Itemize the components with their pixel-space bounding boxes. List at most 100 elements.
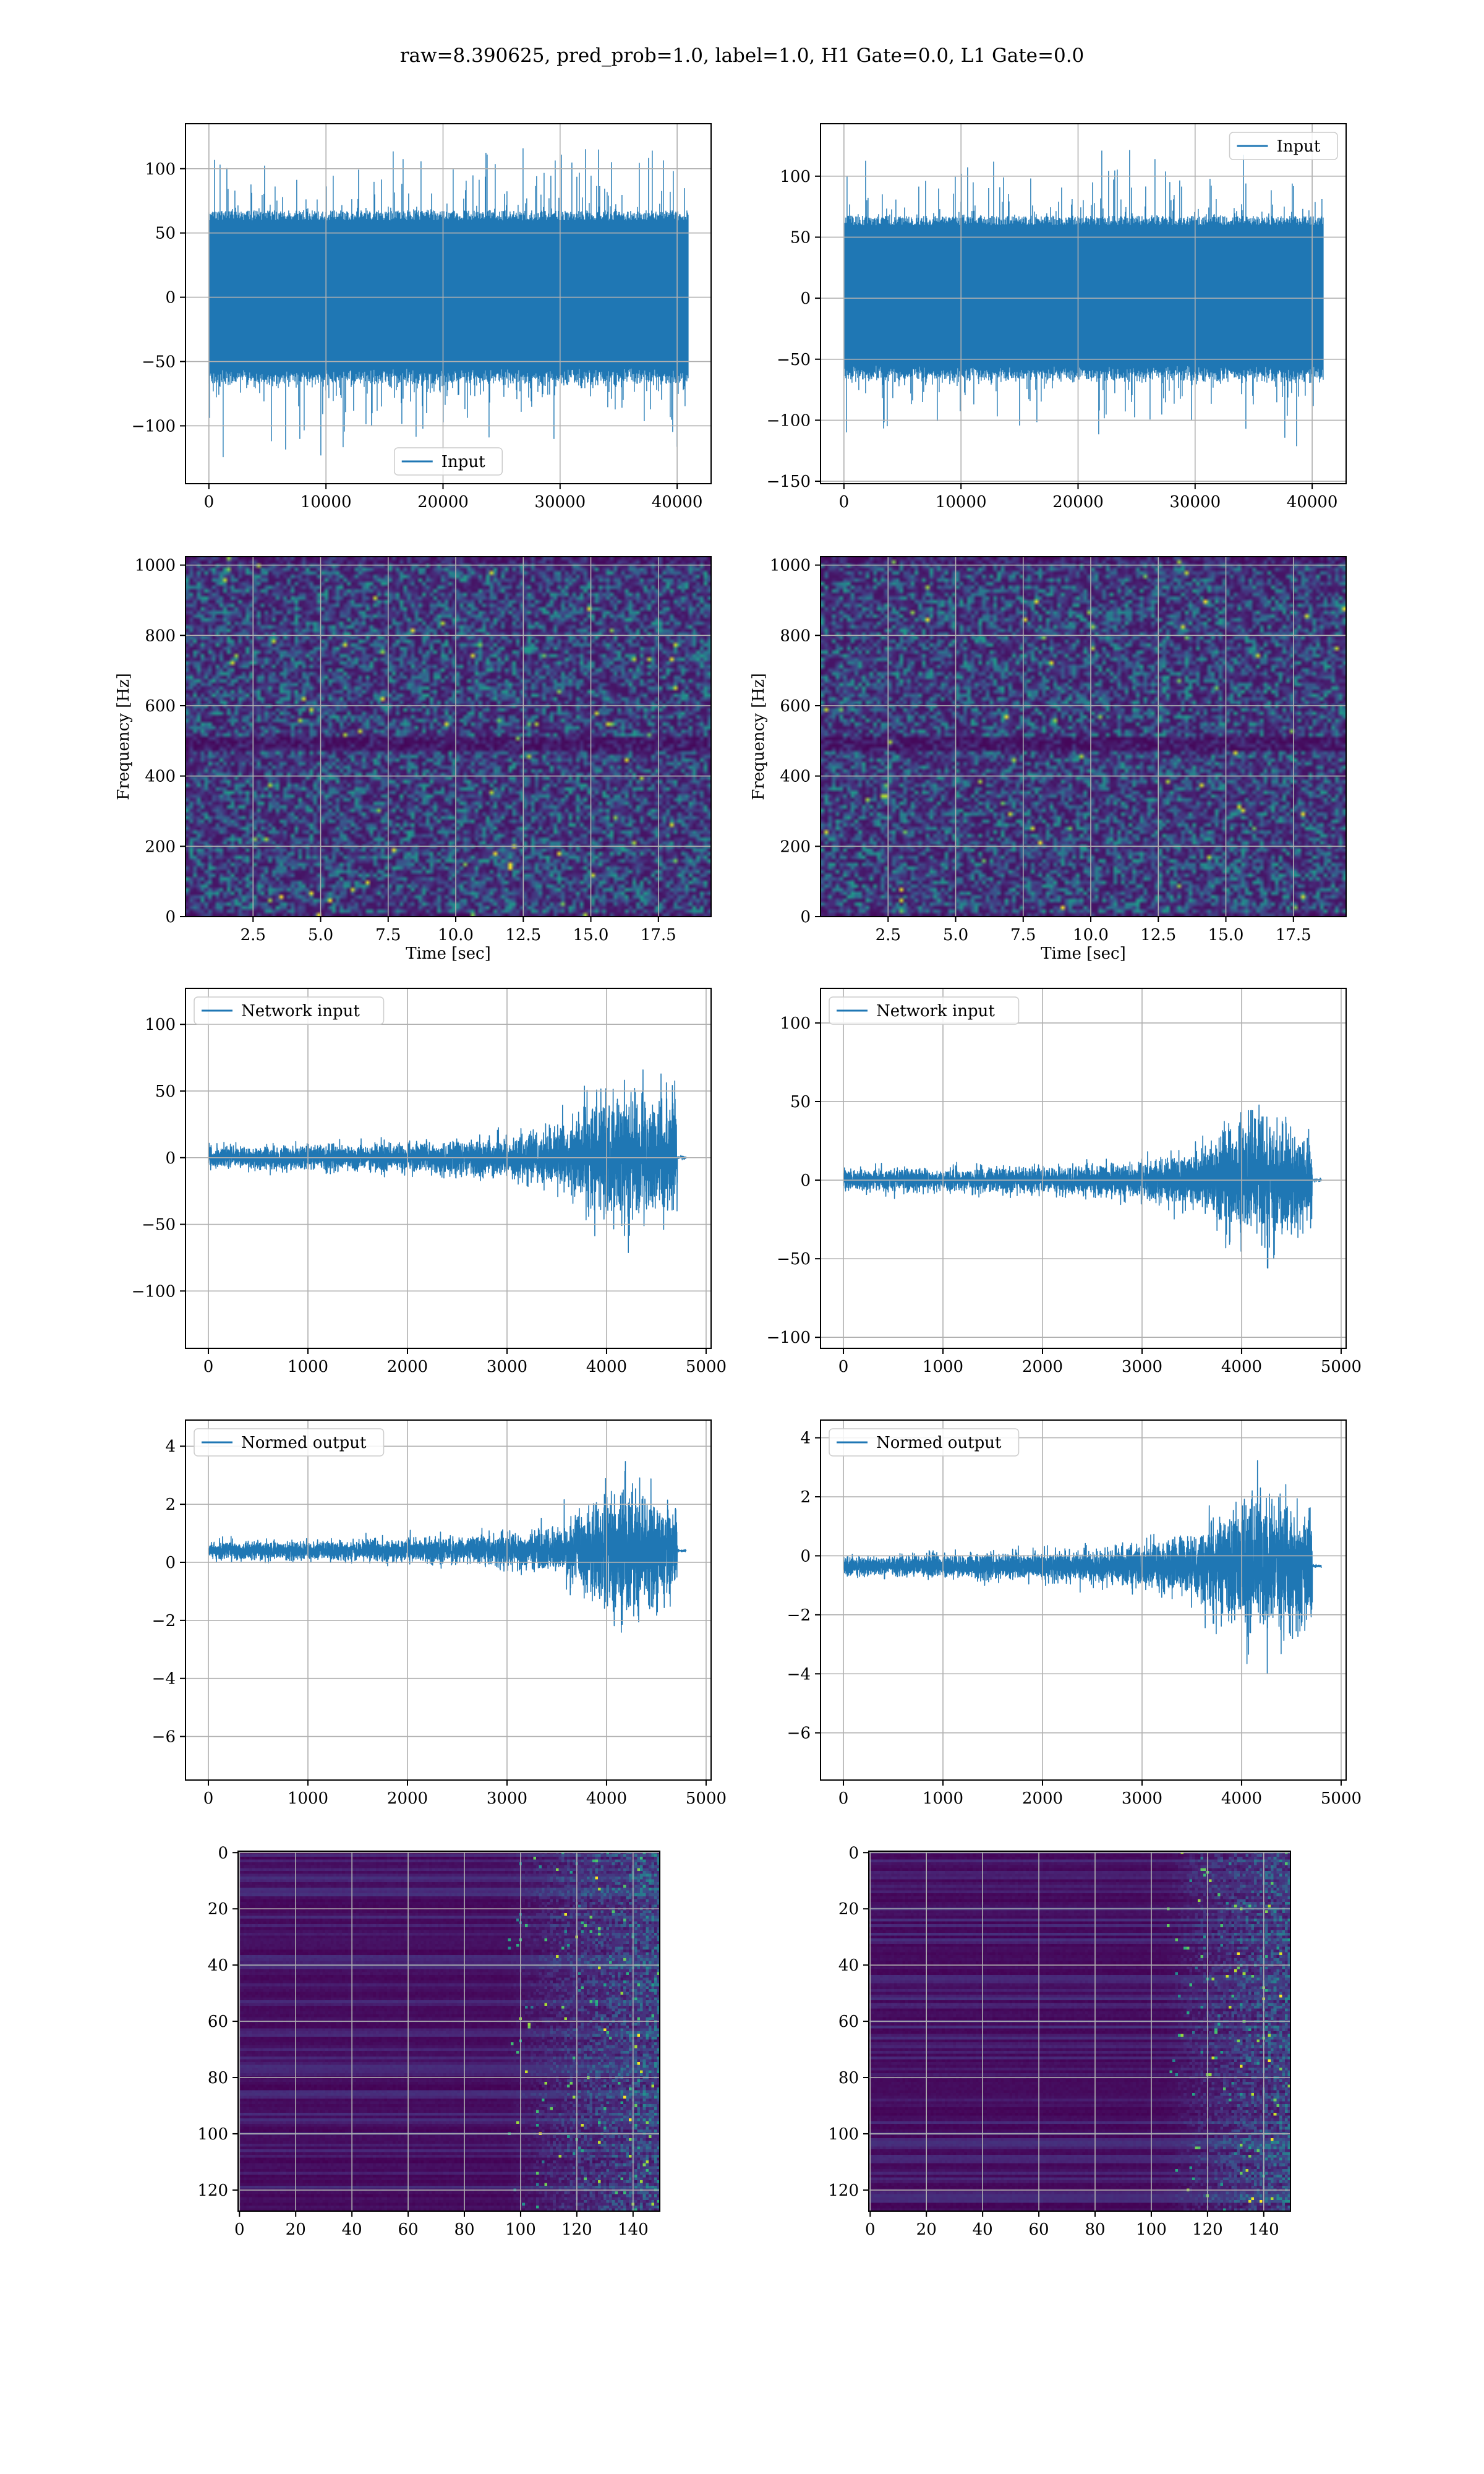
spectrogram-l1-ytick-label: 1000: [770, 557, 811, 575]
feature-map-l1-xtick-label: 100: [1136, 2220, 1167, 2239]
input-h1-legend-label: Input: [441, 453, 485, 471]
network-input-h1-xtick-label: 2000: [387, 1358, 428, 1376]
input-l1-legend: Input: [1229, 132, 1338, 160]
input-h1-legend: Input: [394, 447, 503, 476]
spectrogram-l1-ylabel: Frequency [Hz]: [749, 673, 768, 800]
input-h1-ytick-label: 100: [145, 160, 176, 179]
feature-map-l1-ytick-label: 100: [828, 2125, 859, 2144]
feature-map-l1-frame: [868, 1851, 1291, 2212]
network-input-l1-ytick-label: 50: [790, 1093, 811, 1111]
input-l1-xtick-label: 0: [839, 493, 850, 511]
feature-map-l1-ytick-label: 60: [838, 2013, 859, 2031]
network-input-l1-plot-area: [821, 988, 1346, 1348]
feature-map-h1-xtick-label: 20: [286, 2220, 306, 2239]
network-input-h1-plot-area: [186, 988, 711, 1348]
spectrogram-l1-ytick-label: 400: [780, 768, 811, 786]
feature-map-l1-plot-area: [869, 1851, 1290, 2211]
spectrogram-h1-ylabel: Frequency [Hz]: [114, 673, 133, 800]
input-l1-ytick-label: 0: [800, 289, 811, 308]
spectrogram-h1-xtick-label: 12.5: [505, 926, 541, 944]
input-h1-ytick-label: 0: [165, 289, 176, 307]
spectrogram-h1-frame: [185, 556, 712, 917]
normed-output-l1-ytick-label: −4: [787, 1665, 811, 1684]
feature-map-h1-image: [238, 1851, 660, 2211]
network-input-l1-legend-label: Network input: [876, 1002, 995, 1021]
normed-output-l1-xtick-label: 1000: [923, 1789, 963, 1808]
spectrogram-h1-xtick-label: 15.0: [573, 926, 609, 944]
feature-map-l1-xtick-label: 60: [1029, 2220, 1049, 2239]
normed-output-h1-ytick-label: 0: [165, 1554, 176, 1572]
spectrogram-l1-xtick-label: 12.5: [1140, 926, 1176, 944]
network-input-l1-ytick-label: −100: [767, 1329, 811, 1347]
spectrogram-l1-ytick-label: 600: [780, 697, 811, 716]
feature-map-l1-ytick-label: 20: [838, 1900, 859, 1919]
normed-output-l1-xtick-label: 5000: [1321, 1789, 1362, 1808]
spectrogram-l1-xtick-label: 15.0: [1208, 926, 1244, 944]
spectrogram-h1-ytick-label: 1000: [135, 557, 176, 575]
spectrogram-l1-xtick-label: 7.5: [1010, 926, 1036, 944]
normed-output-h1-xtick-label: 0: [203, 1789, 214, 1808]
input-l1-frame: [820, 123, 1347, 484]
feature-map-h1-ytick-label: 120: [197, 2181, 228, 2200]
spectrogram-h1-plot-area: [186, 557, 711, 917]
panels: 0 10000 20000 30000 40000−100−50050100Input0…: [114, 123, 1362, 2239]
feature-map-h1-frame: [237, 1851, 660, 2212]
normed-output-l1-xtick-label: 3000: [1122, 1789, 1162, 1808]
spectrogram-h1-xlabel: Time [sec]: [406, 944, 491, 963]
normed-output-h1-ytick-label: 4: [165, 1437, 176, 1456]
normed-output-h1-frame: [185, 1419, 712, 1781]
figure-title: raw=8.390625, pred_prob=1.0, label=1.0, …: [400, 45, 1085, 67]
feature-map-h1-ytick-label: 20: [208, 1900, 228, 1919]
input-h1-xtick-label: 40000: [652, 493, 703, 511]
spectrogram-h1-ytick-label: 600: [145, 697, 176, 716]
normed-output-l1-frame: [820, 1419, 1347, 1781]
input-l1-ytick-label: 100: [780, 168, 811, 186]
network-input-h1-ytick-label: −50: [142, 1216, 176, 1235]
normed-output-h1-xtick-label: 5000: [686, 1789, 727, 1808]
network-input-h1-legend: Network input: [194, 996, 385, 1025]
normed-output-h1-legend-label: Normed output: [241, 1434, 367, 1452]
spectrogram-l1-xtick-label: 17.5: [1276, 926, 1311, 944]
feature-map-h1-ytick-label: 40: [208, 1956, 228, 1975]
network-input-l1-xtick-label: 2000: [1022, 1358, 1063, 1376]
spectrogram-l1-xtick-label: 10.0: [1073, 926, 1109, 944]
feature-map-l1-xtick-label: 140: [1248, 2220, 1279, 2239]
spectrogram-l1-image: [821, 557, 1346, 917]
normed-output-l1-ytick-label: −2: [787, 1606, 811, 1625]
feature-map-l1-ytick-label: 120: [828, 2181, 859, 2200]
input-h1-ytick-label: −50: [142, 353, 176, 372]
feature-map-l1-grid: [869, 1851, 1290, 2211]
normed-output-h1-ytick-label: −2: [152, 1612, 176, 1630]
input-l1-xtick-label: 30000: [1169, 493, 1221, 511]
network-input-l1-ytick-label: 100: [780, 1014, 811, 1033]
network-input-l1-xtick-label: 3000: [1122, 1358, 1162, 1376]
spectrogram-l1-ytick-label: 200: [780, 837, 811, 856]
feature-map-l1-ytick-label: 0: [848, 1844, 859, 1862]
panel-feature-map-l1: 0 20 40 60 80 100 120 140 0 20 40 60 80 100 120: [828, 1844, 1291, 2239]
feature-map-h1-xtick-label: 100: [505, 2220, 536, 2239]
input-h1-grid: [186, 124, 711, 484]
feature-map-h1-grid: [238, 1851, 660, 2211]
spectrogram-l1-xlabel: Time [sec]: [1041, 944, 1126, 963]
normed-output-l1-ytick-label: 4: [800, 1429, 811, 1448]
feature-map-h1-ytick-label: 60: [208, 2013, 228, 2031]
normed-output-h1-ytick-label: −6: [152, 1728, 176, 1747]
input-h1-xtick-label: 30000: [534, 493, 586, 511]
network-input-l1-grid: [821, 988, 1346, 1348]
network-input-l1-ytick-label: 0: [800, 1171, 811, 1190]
feature-map-h1-xtick-label: 60: [398, 2220, 419, 2239]
feature-map-l1-ytick-label: 40: [838, 1956, 859, 1975]
spectrogram-l1-ytick-label: 800: [780, 627, 811, 645]
normed-output-l1-plot-area: [821, 1420, 1346, 1780]
input-h1-ytick-label: 50: [155, 225, 176, 243]
spectrogram-h1-ytick-label: 200: [145, 837, 176, 856]
feature-map-h1-xtick-label: 40: [342, 2220, 362, 2239]
input-l1-plot-area: [821, 124, 1346, 484]
spectrogram-h1-ytick-label: 0: [165, 908, 176, 927]
spectrogram-l1-xtick-label: 2.5: [876, 926, 901, 944]
feature-map-l1-ytick-label: 80: [838, 2069, 859, 2087]
normed-output-l1-legend-label: Normed output: [876, 1434, 1002, 1452]
feature-map-h1-ytick-label: 80: [208, 2069, 228, 2087]
feature-map-h1-xtick-label: 80: [454, 2220, 474, 2239]
